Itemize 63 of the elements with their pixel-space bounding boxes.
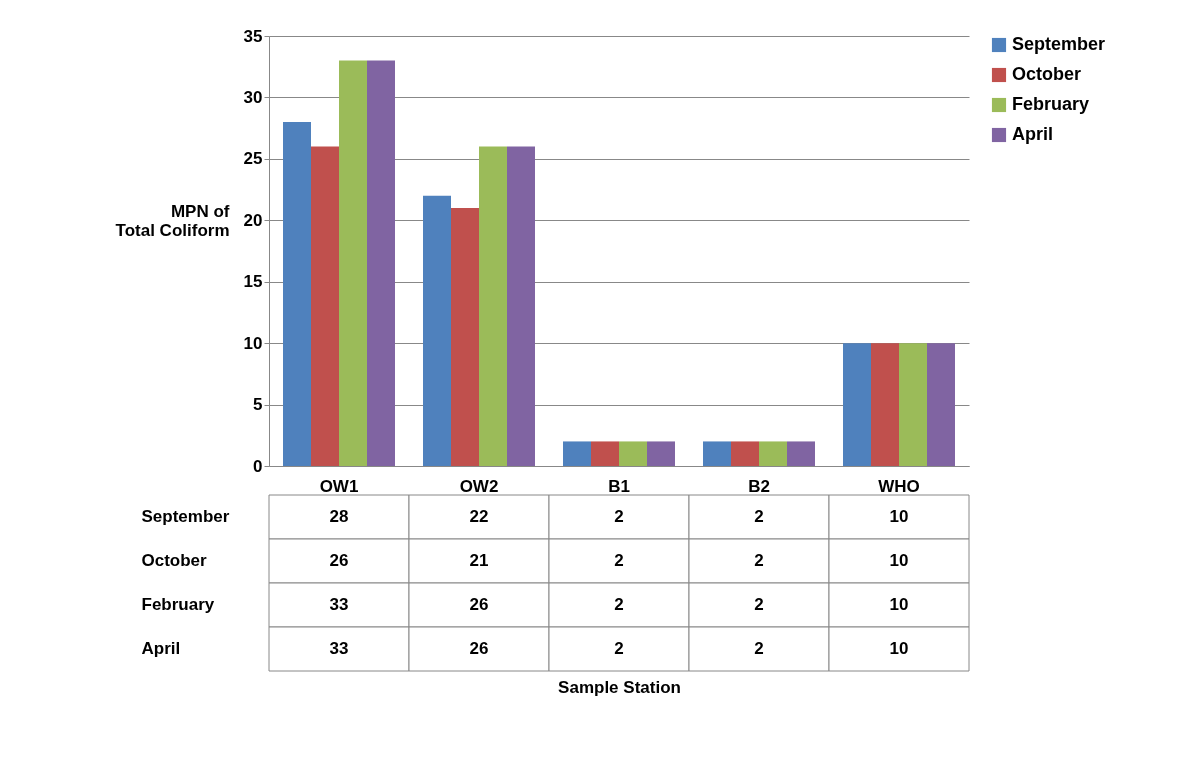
legend-label: October <box>1012 64 1082 84</box>
bar <box>899 343 927 466</box>
bar <box>843 343 871 466</box>
data-label: 2 <box>754 639 764 658</box>
data-label: 2 <box>614 551 624 570</box>
text: April <box>141 639 181 658</box>
text: February <box>141 595 215 614</box>
data-label: 2 <box>614 639 624 658</box>
bar <box>311 146 339 466</box>
data-label: 2 <box>754 595 764 614</box>
y-tick-label: 20 <box>243 210 263 230</box>
y-tick-label: 30 <box>243 87 263 107</box>
x-tick-label: B2 <box>748 476 770 496</box>
data-label: 33 <box>329 639 349 658</box>
bar <box>563 441 591 466</box>
bar <box>647 441 675 466</box>
x-tick-label: OW2 <box>459 476 499 496</box>
x-tick-label: B1 <box>608 476 630 496</box>
data-label: 2 <box>754 551 764 570</box>
bar <box>479 146 507 466</box>
y-tick-label: 15 <box>243 272 263 292</box>
legend-label: April <box>1012 124 1054 144</box>
data-label: 10 <box>889 551 909 570</box>
data-label: 22 <box>469 507 489 526</box>
bar <box>787 441 815 466</box>
y-tick-label: 25 <box>243 149 263 169</box>
data-label: 28 <box>329 507 349 526</box>
bar <box>619 441 647 466</box>
y-tick-label: 10 <box>243 333 263 353</box>
text: October <box>141 551 207 570</box>
legend-label: February <box>1012 94 1090 114</box>
y-tick-label: 0 <box>253 456 263 476</box>
bar <box>871 343 899 466</box>
bar <box>339 60 367 466</box>
bar <box>451 208 479 466</box>
data-label: 33 <box>329 595 349 614</box>
data-label: 2 <box>754 507 764 526</box>
y-tick-label: 35 <box>243 26 263 46</box>
data-label: 26 <box>469 595 489 614</box>
data-label: 26 <box>329 551 349 570</box>
bar <box>703 441 731 466</box>
legend-label: September <box>1012 34 1106 54</box>
x-tick-label: OW1 <box>319 476 359 496</box>
data-label: 26 <box>469 639 489 658</box>
data-label: 2 <box>614 595 624 614</box>
x-tick-label: WHO <box>878 476 920 496</box>
data-label: 10 <box>889 639 909 658</box>
y-tick-label: 5 <box>253 395 263 415</box>
data-label: 2 <box>614 507 624 526</box>
bar <box>423 195 451 466</box>
bar <box>927 343 955 466</box>
data-label: 10 <box>889 595 909 614</box>
text: Sample Station <box>558 677 681 697</box>
data-label: 21 <box>469 551 489 570</box>
bar <box>367 60 395 466</box>
data-label: 10 <box>889 507 909 526</box>
y-axis-title: MPN of Total Coliform <box>115 201 230 240</box>
bar <box>591 441 619 466</box>
bar <box>731 441 759 466</box>
bar <box>759 441 787 466</box>
bar <box>283 122 311 466</box>
bar <box>507 146 535 466</box>
text: September <box>141 507 230 526</box>
